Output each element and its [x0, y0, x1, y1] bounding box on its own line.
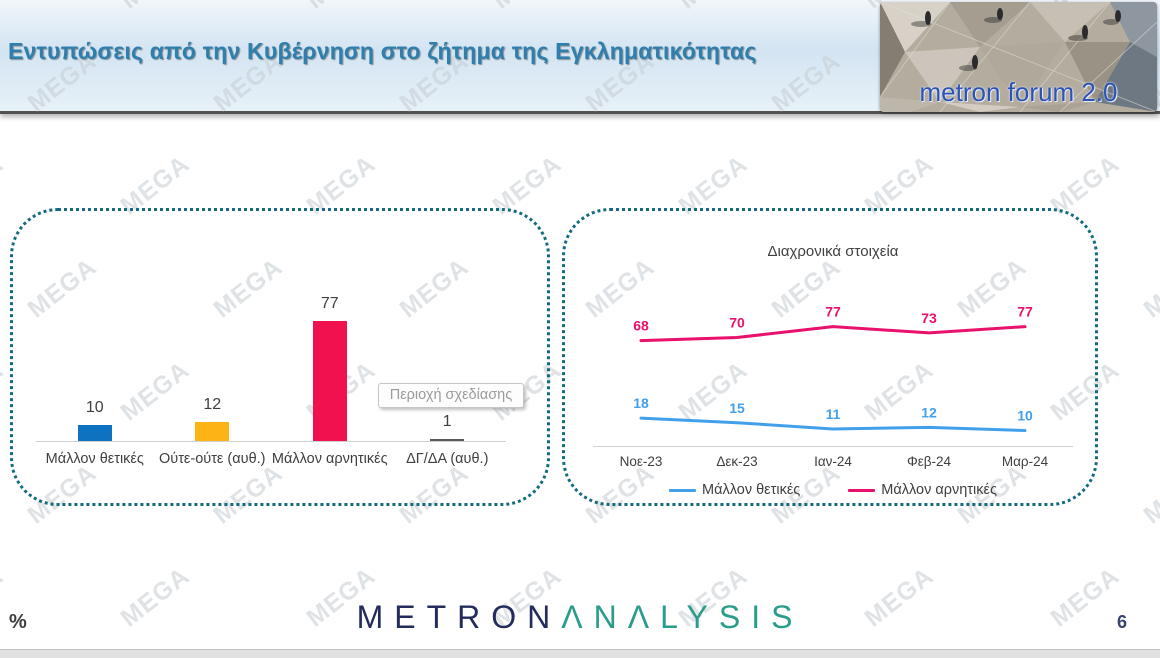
- bar-value-label: 1: [442, 413, 452, 430]
- metron-analysis-logo: METRONΛNΛLYSIS: [0, 599, 1160, 636]
- bar-category-label: Μάλλον αρνητικές: [271, 451, 388, 467]
- data-label: 77: [1017, 304, 1033, 320]
- bar-0[interactable]: [77, 425, 112, 441]
- legend-item: Μάλλον αρνητικές: [848, 482, 997, 498]
- legend-line-swatch: [848, 488, 876, 492]
- bar-chart-plot-area[interactable]: 10 Μάλλον θετικές 12 Ούτε-ούτε (αυθ.) 77 Μάλλ…: [13, 211, 547, 503]
- legend-line-swatch: [669, 488, 697, 492]
- data-label: 18: [633, 395, 649, 411]
- bar-3[interactable]: [430, 439, 465, 441]
- metron-forum-wordmark: metron forum 2.0: [919, 77, 1118, 107]
- data-label: 73: [921, 310, 937, 326]
- data-label: 77: [825, 304, 841, 320]
- bar-1[interactable]: [195, 422, 230, 441]
- line-chart-title: Διαχρονικά στοιχεία: [767, 243, 899, 260]
- x-tick-label: Νοε-23: [619, 454, 663, 469]
- brand-metron: METRON: [356, 599, 562, 635]
- bar-chart-panel[interactable]: 10 Μάλλον θετικές 12 Ούτε-ούτε (αυθ.) 77 Μάλλ…: [10, 208, 550, 506]
- bar-2[interactable]: [312, 320, 347, 441]
- data-label: 10: [1017, 408, 1033, 424]
- percent-unit-label: %: [9, 611, 27, 633]
- data-label: 11: [826, 406, 841, 422]
- bar-value-label: 12: [203, 396, 222, 414]
- bar-category-label: ΔΓ/ΔΑ (αυθ.): [406, 451, 489, 467]
- line-series-1[interactable]: [639, 325, 1027, 343]
- bar-category-label: Μάλλον θετικές: [45, 451, 144, 467]
- bar-value-label: 10: [85, 399, 104, 417]
- legend-label: Μάλλον θετικές: [702, 482, 801, 498]
- page-number: 6: [1116, 612, 1127, 632]
- x-tick-label: Μαρ-24: [1001, 454, 1049, 469]
- line-series-0[interactable]: [639, 416, 1027, 432]
- watermark-text: MEGA: [0, 355, 9, 427]
- data-label: 12: [921, 404, 937, 420]
- legend-item: Μάλλον θετικές: [669, 482, 800, 498]
- data-label: 15: [729, 400, 745, 416]
- metron-forum-logo: metron forum 2.0: [880, 2, 1157, 112]
- bar-chart-x-axis-line: [36, 441, 506, 442]
- x-tick-label: Δεκ-23: [716, 454, 758, 469]
- plot-area-tooltip: Περιοχή σχεδίασης: [378, 383, 524, 408]
- people-figures: [925, 8, 1121, 69]
- plaza-photo-mosaic: [880, 2, 1157, 112]
- page-title: Εντυπώσεις από την Κυβέρνηση στο ζήτημα …: [8, 38, 757, 64]
- line-chart-panel[interactable]: Διαχρονικά στοιχεία 18 15 11 12 10 68 70 77 73 77…: [562, 208, 1098, 506]
- watermark-text: MEGA: [0, 149, 9, 221]
- bar-category-label: Ούτε-ούτε (αυθ.): [158, 451, 266, 467]
- x-tick-label: Φεβ-24: [906, 454, 952, 469]
- watermark-text: MEGA: [1138, 252, 1160, 324]
- x-tick-label: Ιαν-24: [814, 454, 852, 469]
- watermark-text: MEGA: [1138, 458, 1160, 530]
- bottom-strip: [0, 649, 1160, 658]
- legend-label: Μάλλον αρνητικές: [881, 482, 997, 498]
- data-label: 68: [633, 318, 649, 334]
- data-label: 70: [729, 315, 745, 331]
- line-chart-x-axis-line: [593, 446, 1073, 447]
- brand-analysis: ΛNΛLYSIS: [561, 599, 804, 635]
- line-chart-legend: Μάλλον θετικές Μάλλον αρνητικές: [593, 482, 1073, 498]
- bar-value-label: 77: [320, 294, 339, 312]
- line-chart-plot-area[interactable]: 18 15 11 12 10 68 70 77 73 77: [593, 299, 1073, 459]
